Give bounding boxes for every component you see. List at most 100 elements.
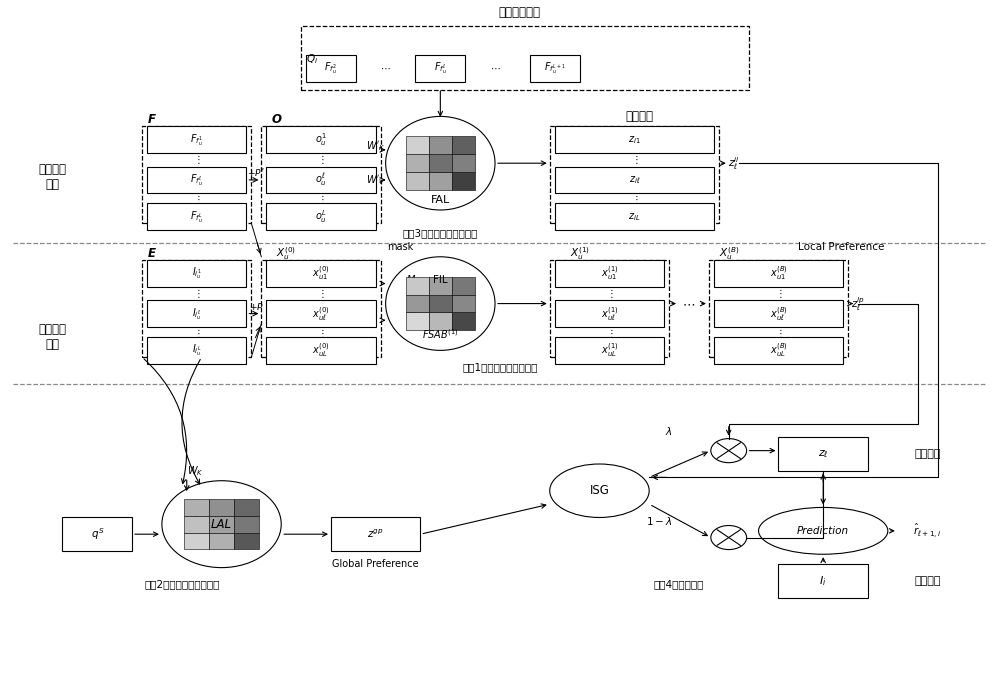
Text: ISG: ISG bbox=[590, 484, 609, 497]
Bar bbox=[550, 260, 669, 357]
Text: $F_{f_u^L}$: $F_{f_u^L}$ bbox=[190, 209, 203, 224]
Bar bbox=[184, 499, 209, 516]
Bar bbox=[266, 204, 376, 230]
Bar bbox=[555, 166, 714, 193]
Text: 历史物品
序列: 历史物品 序列 bbox=[38, 323, 66, 351]
Bar bbox=[778, 437, 868, 470]
Text: $\vdots$: $\vdots$ bbox=[193, 193, 200, 206]
Text: $z_\ell$: $z_\ell$ bbox=[818, 448, 829, 460]
Bar bbox=[184, 532, 209, 549]
Text: LAL: LAL bbox=[211, 518, 232, 530]
Bar bbox=[406, 277, 429, 295]
Text: Global Preference: Global Preference bbox=[332, 559, 419, 570]
Bar bbox=[301, 26, 749, 90]
Text: $\vdots$: $\vdots$ bbox=[193, 287, 200, 300]
Text: $\lambda$: $\lambda$ bbox=[665, 425, 673, 437]
Text: $o_u^1$: $o_u^1$ bbox=[315, 131, 327, 148]
Text: $x_{uL}^{(B)}$: $x_{uL}^{(B)}$ bbox=[770, 342, 787, 359]
Bar bbox=[555, 260, 664, 287]
Bar bbox=[142, 260, 251, 357]
Bar bbox=[147, 127, 246, 153]
Text: $o_u^L$: $o_u^L$ bbox=[315, 208, 327, 225]
Text: $\vdots$: $\vdots$ bbox=[775, 327, 782, 340]
Bar bbox=[550, 127, 719, 223]
Bar bbox=[555, 300, 664, 327]
Bar bbox=[62, 518, 132, 551]
Text: $\vdots$: $\vdots$ bbox=[606, 287, 613, 300]
Text: $x_{uL}^{(0)}$: $x_{uL}^{(0)}$ bbox=[312, 342, 330, 359]
Bar bbox=[266, 300, 376, 327]
Bar bbox=[555, 127, 714, 153]
Text: $\cdots$: $\cdots$ bbox=[380, 63, 391, 73]
Text: $\vdots$: $\vdots$ bbox=[317, 154, 325, 166]
Text: $x_{u1}^{(B)}$: $x_{u1}^{(B)}$ bbox=[770, 265, 787, 282]
Text: $\cdots$: $\cdots$ bbox=[490, 63, 500, 73]
Text: $z_{i\ell}$: $z_{i\ell}$ bbox=[629, 174, 640, 186]
Bar bbox=[452, 136, 475, 154]
Bar bbox=[555, 204, 714, 230]
Bar bbox=[429, 136, 452, 154]
Text: $+P^f$: $+P^f$ bbox=[247, 167, 266, 179]
Bar bbox=[452, 172, 475, 190]
Text: $F_{f_u^1}$: $F_{f_u^1}$ bbox=[190, 132, 203, 148]
Bar bbox=[429, 313, 452, 330]
Text: $x_{uL}^{(1)}$: $x_{uL}^{(1)}$ bbox=[601, 342, 618, 359]
Bar bbox=[406, 136, 429, 154]
Text: $Q_i$: $Q_i$ bbox=[306, 53, 318, 67]
Bar bbox=[147, 204, 246, 230]
Ellipse shape bbox=[162, 481, 281, 568]
Bar bbox=[429, 154, 452, 172]
Text: $\vdots$: $\vdots$ bbox=[317, 287, 325, 300]
Bar bbox=[406, 313, 429, 330]
Bar bbox=[778, 564, 868, 598]
Bar bbox=[266, 166, 376, 193]
Ellipse shape bbox=[386, 257, 495, 350]
Bar bbox=[452, 154, 475, 172]
Text: 模块2：全局偏好学习模块: 模块2：全局偏好学习模块 bbox=[144, 580, 219, 589]
Text: $I_{i_u^1}$: $I_{i_u^1}$ bbox=[192, 266, 202, 282]
Bar bbox=[184, 516, 209, 532]
Bar bbox=[714, 337, 843, 364]
Text: $W'_V$: $W'_V$ bbox=[366, 173, 386, 187]
Text: $x_{u\ell}^{(0)}$: $x_{u\ell}^{(0)}$ bbox=[312, 305, 330, 323]
Text: $+P$: $+P$ bbox=[249, 301, 264, 313]
Text: 目标反馈序列: 目标反馈序列 bbox=[499, 6, 541, 20]
Text: Prediction: Prediction bbox=[797, 526, 849, 536]
Bar bbox=[266, 260, 376, 287]
Text: 候选物品: 候选物品 bbox=[914, 576, 941, 586]
Text: $F_{f_u^2}$: $F_{f_u^2}$ bbox=[324, 61, 337, 76]
Bar bbox=[209, 499, 234, 516]
Text: $FSAB^{(1)}$: $FSAB^{(1)}$ bbox=[422, 327, 459, 340]
Text: $x_{u\ell}^{(B)}$: $x_{u\ell}^{(B)}$ bbox=[770, 305, 787, 323]
Text: FIL: FIL bbox=[433, 275, 448, 285]
Bar bbox=[147, 166, 246, 193]
Text: $\vdots$: $\vdots$ bbox=[193, 327, 200, 340]
Text: $\cdots$: $\cdots$ bbox=[682, 297, 695, 310]
Bar bbox=[452, 277, 475, 295]
Text: $q^S$: $q^S$ bbox=[91, 526, 104, 542]
Bar bbox=[209, 532, 234, 549]
Bar bbox=[234, 516, 259, 532]
Bar bbox=[429, 295, 452, 313]
Text: $W_V$: $W_V$ bbox=[187, 504, 203, 518]
Bar bbox=[429, 277, 452, 295]
Text: $x_{u1}^{(1)}$: $x_{u1}^{(1)}$ bbox=[601, 265, 618, 282]
Text: 局部意图: 局部意图 bbox=[625, 110, 653, 123]
Ellipse shape bbox=[386, 117, 495, 210]
Bar bbox=[714, 300, 843, 327]
Bar bbox=[452, 313, 475, 330]
Bar bbox=[147, 300, 246, 327]
Bar bbox=[555, 337, 664, 364]
Text: $W_K$: $W_K$ bbox=[187, 464, 203, 478]
Bar bbox=[209, 516, 234, 532]
Text: 历史反馈
序列: 历史反馈 序列 bbox=[38, 162, 66, 191]
Bar bbox=[261, 127, 381, 223]
Text: $\boldsymbol{F}$: $\boldsymbol{F}$ bbox=[147, 113, 157, 126]
Bar bbox=[406, 154, 429, 172]
Text: $z^{gp}$: $z^{gp}$ bbox=[367, 528, 384, 541]
Text: 最终表征: 最终表征 bbox=[914, 449, 941, 459]
Bar bbox=[406, 172, 429, 190]
Text: $\vdots$: $\vdots$ bbox=[193, 154, 200, 166]
Text: $I_{i_u^\ell}$: $I_{i_u^\ell}$ bbox=[192, 305, 201, 321]
Bar bbox=[415, 55, 465, 82]
